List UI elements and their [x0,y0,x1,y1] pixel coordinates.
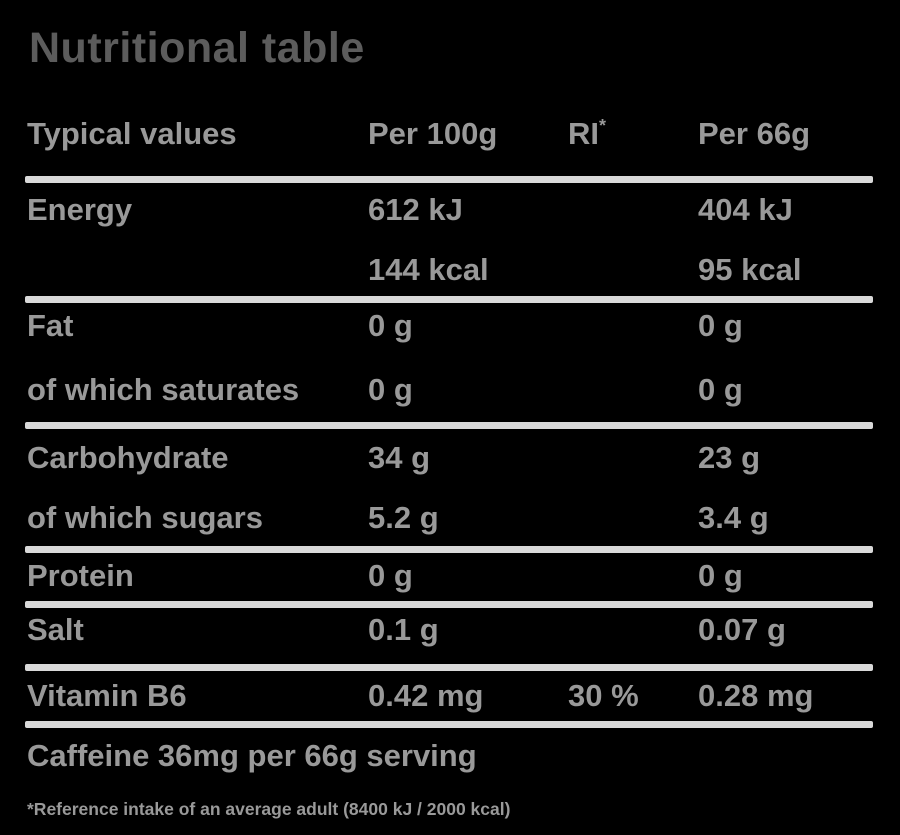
cell-per100: 0 g [368,558,413,593]
table-row-salt: Salt 0.1 g 0.07 g [0,612,900,658]
cell-label: of which saturates [27,372,300,407]
header-ri-text: RI [568,116,599,151]
cell-serving: 0.07 g [698,612,786,647]
table-row-fat: Fat 0 g 0 g [0,308,900,354]
header-reference-intake: RI* [568,114,606,152]
cell-label: Protein [27,558,134,593]
table-divider [25,546,873,553]
cell-label: Fat [27,308,74,343]
cell-serving: 0 g [698,308,743,343]
table-divider [25,296,873,303]
caffeine-note: Caffeine 36mg per 66g serving [27,738,477,773]
cell-serving: 0 g [698,372,743,407]
cell-per100: 0.42 mg [368,678,484,713]
table-header-row: Typical values Per 100g RI* Per 66g [0,114,900,162]
table-row-carbohydrate: Carbohydrate 34 g 23 g [0,440,900,486]
cell-label: of which sugars [27,500,263,535]
table-divider [25,601,873,608]
header-ri-asterisk: * [599,114,606,135]
cell-label: Salt [27,612,84,647]
cell-label: Carbohydrate [27,440,229,475]
table-divider [25,422,873,429]
cell-per100: 0 g [368,372,413,407]
cell-label: Energy [27,192,133,227]
cell-per100: 0 g [368,308,413,343]
page-title: Nutritional table [29,24,365,72]
cell-serving: 3.4 g [698,500,769,535]
reference-intake-footnote: *Reference intake of an average adult (8… [27,799,511,819]
table-row-energy-kcal: 144 kcal 95 kcal [0,252,900,298]
cell-serving: 0.28 mg [698,678,814,713]
table-row-sugars: of which sugars 5.2 g 3.4 g [0,500,900,546]
table-row-energy: Energy 612 kJ 404 kJ [0,192,900,238]
cell-per100: 0.1 g [368,612,439,647]
cell-ri: 30 % [568,678,639,713]
cell-serving: 95 kcal [698,252,802,287]
table-divider [25,721,873,728]
cell-per100: 144 kcal [368,252,489,287]
table-divider [25,664,873,671]
header-per-serving: Per 66g [698,116,811,151]
table-row-protein: Protein 0 g 0 g [0,558,900,604]
cell-serving: 404 kJ [698,192,793,227]
header-per-100g: Per 100g [368,116,498,151]
header-typical-values: Typical values [27,116,237,151]
cell-per100: 34 g [368,440,431,475]
table-row-vitamin-b6: Vitamin B6 0.42 mg 30 % 0.28 mg [0,678,900,724]
cell-serving: 0 g [698,558,743,593]
cell-serving: 23 g [698,440,761,475]
table-divider [25,176,873,183]
cell-per100: 5.2 g [368,500,439,535]
cell-label: Vitamin B6 [27,678,187,713]
table-row-saturates: of which saturates 0 g 0 g [0,372,900,418]
cell-per100: 612 kJ [368,192,463,227]
